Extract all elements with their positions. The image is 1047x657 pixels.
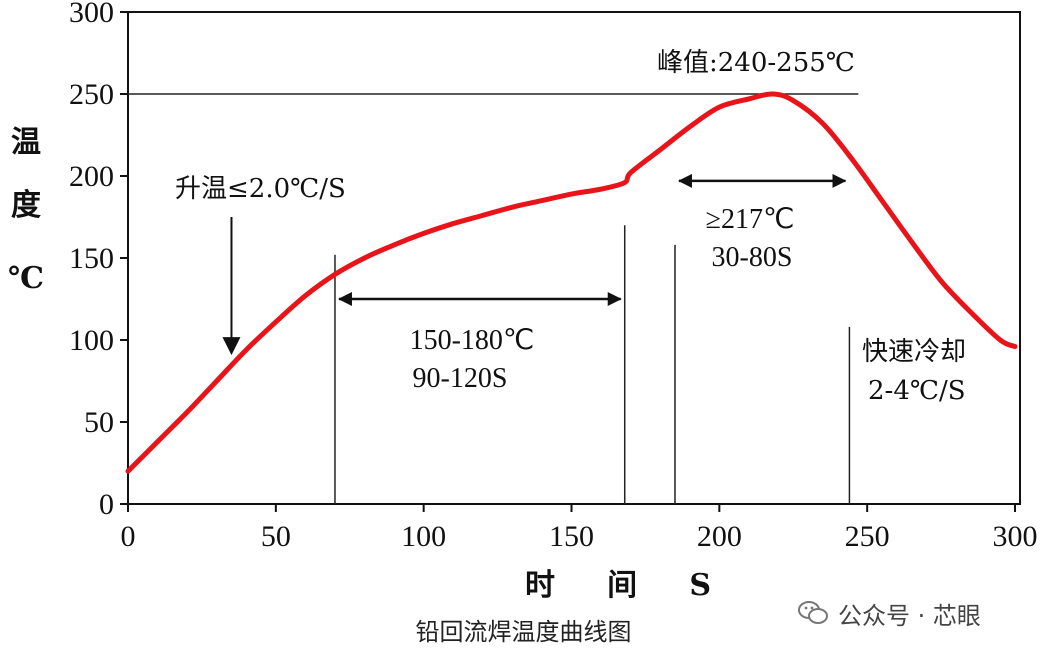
annotation-liquidus-temp: ≥217℃ <box>706 204 795 235</box>
y-tick-label: 0 <box>99 488 114 521</box>
y-tick-label: 100 <box>69 324 114 357</box>
watermark: 公众号 · 芯眼 <box>798 596 981 630</box>
annotation-cooling-rate: 2-4℃/S <box>868 376 966 406</box>
plot-frame <box>127 11 1021 505</box>
x-tick-label: 300 <box>993 520 1038 553</box>
axis-ticks: 0 50 100 150 200 250 300 0 50 100 150 200 250 300 <box>69 0 1038 553</box>
figure-caption: 铅回流焊温度曲线图 <box>415 618 632 646</box>
x-tick-label: 200 <box>697 520 742 553</box>
annotation-cooling-label: 快速冷却 <box>862 337 966 367</box>
x-tick-label: 0 <box>121 520 136 553</box>
y-axis-label-char-2: 度 <box>11 188 41 223</box>
watermark-text: 公众号 · 芯眼 <box>838 601 981 630</box>
y-tick-label: 200 <box>69 160 114 193</box>
annotation-liquidus-time: 30-80S <box>712 242 793 273</box>
x-tick-label: 250 <box>845 520 890 553</box>
annotation-soak-time: 90-120S <box>413 363 508 394</box>
y-axis-label-char-1: 温 <box>11 125 41 160</box>
x-tick-label: 150 <box>549 520 594 553</box>
reference-lines <box>128 93 859 504</box>
y-tick-label: 250 <box>69 78 114 111</box>
reflow-profile-chart: 0 50 100 150 200 250 300 0 50 100 150 200 250 300 温 度… <box>8 0 1038 600</box>
annotation-ramp-rate: 升温≤2.0℃/S <box>175 174 346 204</box>
x-tick-label: 50 <box>261 520 291 553</box>
y-tick-label: 50 <box>84 406 114 439</box>
series-line-temperature <box>125 91 1018 474</box>
x-tick-label: 100 <box>401 520 446 553</box>
y-axis-label-char-3: ℃ <box>8 261 44 296</box>
annotation-peak: 峰值:240-255℃ <box>657 48 855 78</box>
y-tick-label: 150 <box>69 242 114 275</box>
wechat-icon <box>798 601 828 624</box>
y-tick-label: 300 <box>69 0 114 29</box>
annotation-soak-temp: 150-180℃ <box>410 325 535 356</box>
x-axis-label: 时 间 S <box>525 568 711 600</box>
annotation-ramp-arrowhead <box>222 337 241 356</box>
